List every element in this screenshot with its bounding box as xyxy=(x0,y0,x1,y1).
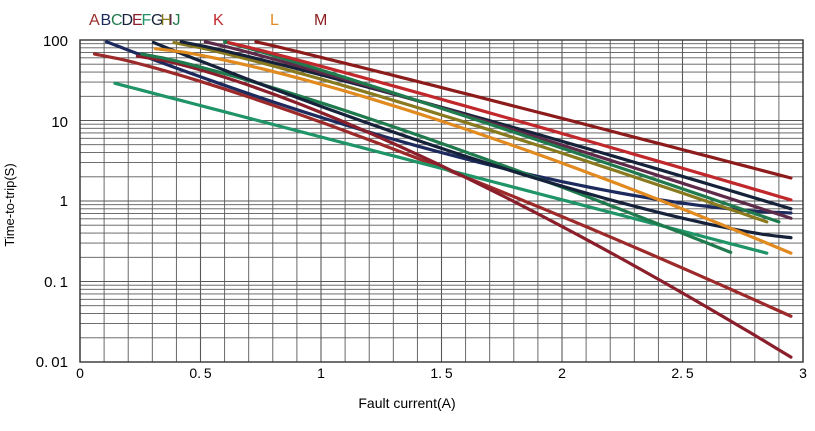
svg-text:0. 01: 0. 01 xyxy=(36,354,68,371)
svg-text:1: 1 xyxy=(317,365,325,381)
svg-text:B: B xyxy=(101,12,112,29)
svg-text:J: J xyxy=(173,12,181,29)
svg-text:3: 3 xyxy=(799,365,807,381)
svg-text:F: F xyxy=(142,12,152,29)
svg-text:L: L xyxy=(270,12,279,29)
svg-text:1. 5: 1. 5 xyxy=(430,365,452,381)
svg-text:0. 1: 0. 1 xyxy=(44,274,68,291)
svg-text:2. 5: 2. 5 xyxy=(671,365,693,381)
svg-text:1: 1 xyxy=(60,193,68,210)
svg-text:M: M xyxy=(314,12,327,29)
svg-text:0. 5: 0. 5 xyxy=(189,365,211,381)
svg-text:Time-to-trip(S): Time-to-trip(S) xyxy=(2,163,17,246)
svg-text:K: K xyxy=(213,12,224,29)
svg-text:0: 0 xyxy=(76,365,84,381)
svg-text:10: 10 xyxy=(51,114,68,131)
svg-text:2: 2 xyxy=(558,365,566,381)
svg-text:Fault current(A): Fault current(A) xyxy=(358,395,455,411)
svg-text:A: A xyxy=(89,12,100,29)
svg-text:100: 100 xyxy=(43,33,68,50)
